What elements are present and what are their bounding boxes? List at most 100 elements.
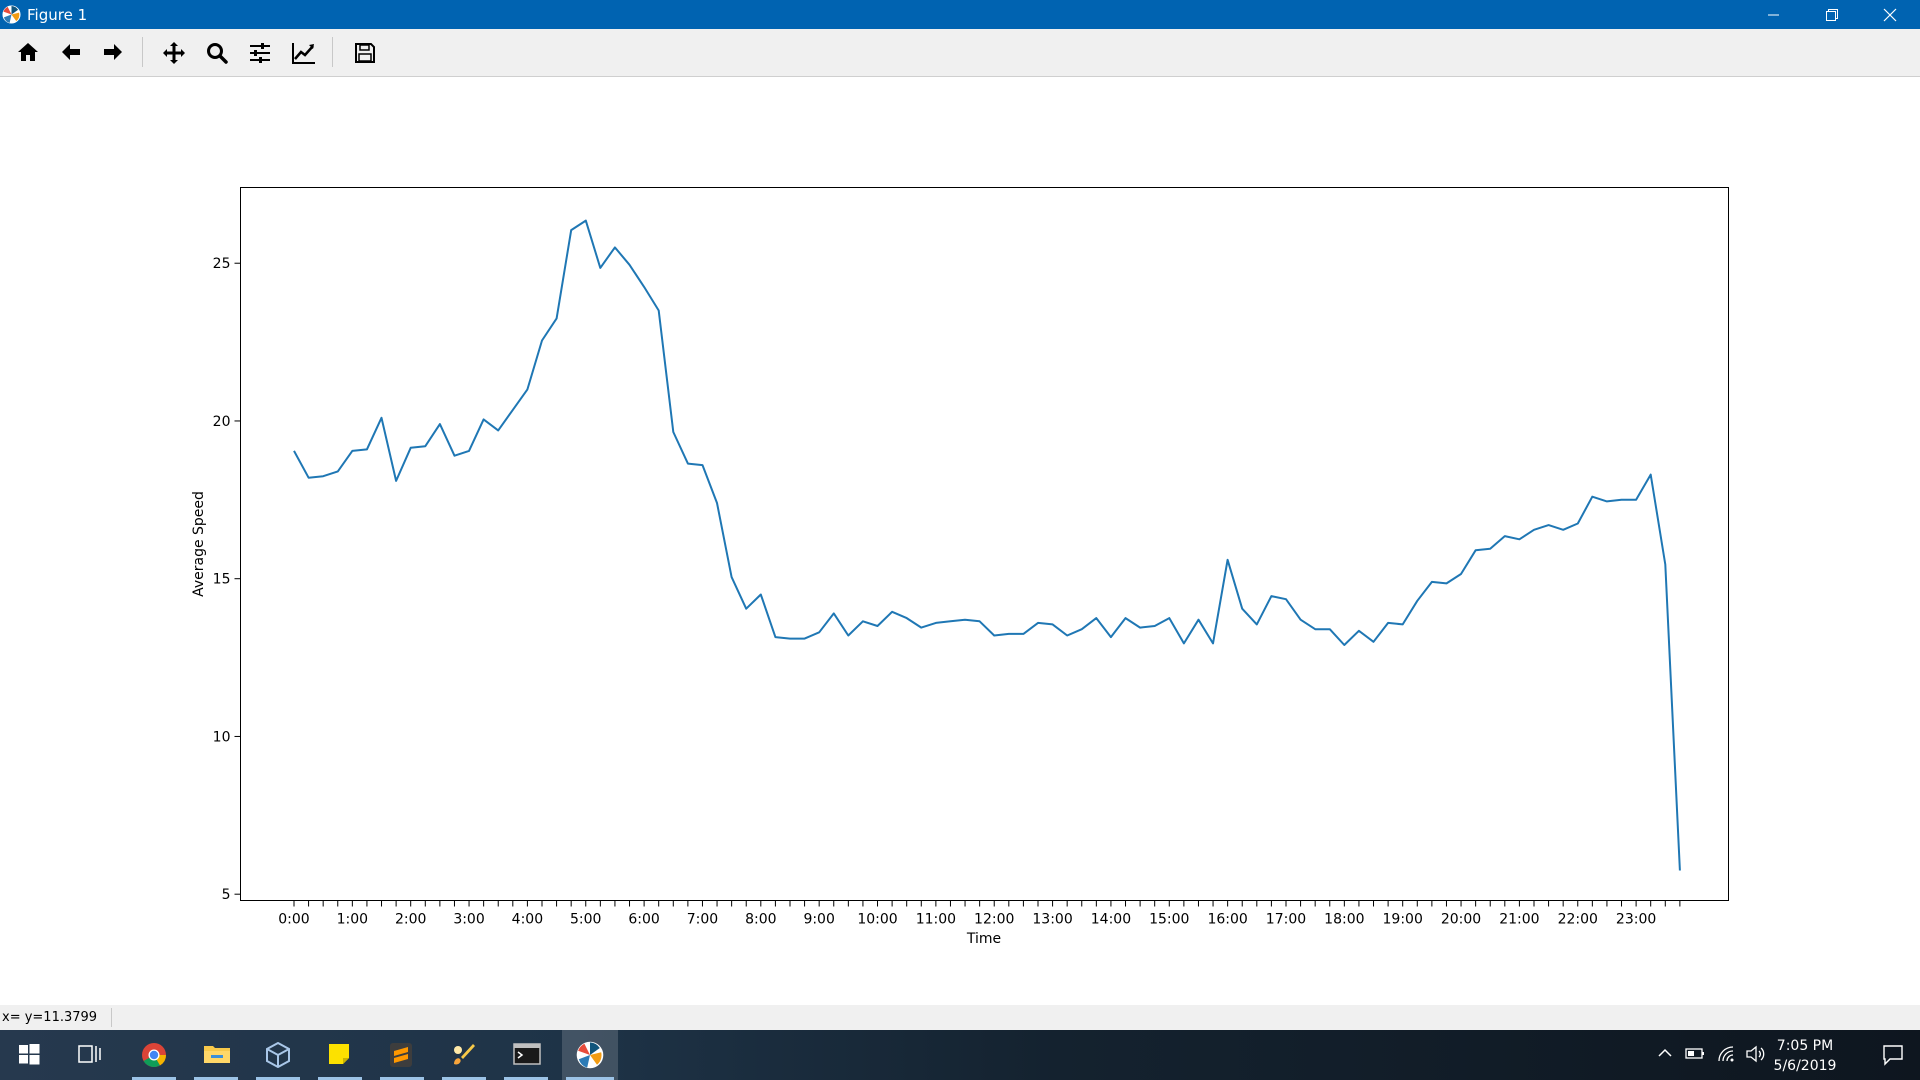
edit-axis-icon xyxy=(292,43,315,64)
x-tick-label: 12:00 xyxy=(974,912,1014,928)
x-tick-label: 18:00 xyxy=(1324,912,1364,928)
taskbar-terminal[interactable] xyxy=(500,1030,552,1080)
running-indicator xyxy=(566,1077,614,1080)
battery-icon[interactable] xyxy=(1685,1045,1705,1061)
x-tick-label: 1:00 xyxy=(337,912,368,928)
running-indicator xyxy=(504,1077,548,1080)
x-tick-label: 21:00 xyxy=(1499,912,1539,928)
back-arrow-icon xyxy=(62,44,80,60)
taskbar-file-explorer[interactable] xyxy=(190,1030,242,1080)
cursor-coordinates: x= y=11.3799 xyxy=(2,1010,98,1025)
x-tick-label: 20:00 xyxy=(1441,912,1481,928)
task-view-button[interactable] xyxy=(64,1030,116,1080)
x-tick-label: 8:00 xyxy=(745,912,776,928)
plot-frame xyxy=(240,187,1729,901)
running-indicator xyxy=(132,1077,176,1080)
minimize-button[interactable] xyxy=(1745,0,1803,29)
action-center-icon[interactable] xyxy=(1882,1044,1904,1066)
zoom-button[interactable] xyxy=(199,37,233,67)
running-indicator xyxy=(194,1077,238,1080)
x-tick-label: 23:00 xyxy=(1616,912,1656,928)
save-button[interactable] xyxy=(347,37,381,67)
close-button[interactable] xyxy=(1861,0,1919,29)
running-indicator xyxy=(442,1077,486,1080)
task-view-icon xyxy=(78,1045,101,1063)
x-tick-label: 3:00 xyxy=(453,912,484,928)
taskbar-paint[interactable] xyxy=(438,1030,490,1080)
x-tick-label: 22:00 xyxy=(1558,912,1598,928)
windows-taskbar: 7:05 PM 5/6/2019 xyxy=(0,1030,1920,1080)
paint-icon xyxy=(454,1044,475,1065)
pan-button[interactable] xyxy=(156,37,190,67)
back-button[interactable] xyxy=(53,37,87,67)
restore-button[interactable] xyxy=(1803,0,1861,29)
window-titlebar: Figure 1 xyxy=(0,0,1920,29)
terminal-icon xyxy=(513,1043,541,1065)
configure-subplots-icon xyxy=(250,43,270,63)
x-tick-label: 17:00 xyxy=(1266,912,1306,928)
x-tick-label: 9:00 xyxy=(803,912,834,928)
configure-subplots-button[interactable] xyxy=(242,37,276,67)
clock-time: 7:05 PM xyxy=(1776,1038,1834,1054)
running-indicator xyxy=(318,1077,362,1080)
figure-canvas[interactable]: 5 10 15 20 25 0:00 1:00 2:00 3:00 4:00 5:00 6:00 7:… xyxy=(0,77,1920,1005)
x-tick-label: 16:00 xyxy=(1207,912,1247,928)
x-tick-label: 6:00 xyxy=(628,912,659,928)
x-tick-label: 4:00 xyxy=(512,912,543,928)
x-tick-label: 7:00 xyxy=(687,912,718,928)
forward-button[interactable] xyxy=(95,37,129,67)
zoom-icon xyxy=(207,43,228,64)
x-tick-label: 19:00 xyxy=(1383,912,1423,928)
status-divider xyxy=(111,1008,112,1027)
x-tick-label: 15:00 xyxy=(1149,912,1189,928)
figure-toolbar xyxy=(0,29,1920,77)
line-chart: 5 10 15 20 25 0:00 1:00 2:00 3:00 4:00 5:00 6:00 7:… xyxy=(191,187,1729,947)
running-indicator xyxy=(380,1077,424,1080)
taskbar-sublime-text[interactable] xyxy=(376,1030,428,1080)
taskbar-chrome[interactable] xyxy=(128,1030,180,1080)
chrome-icon xyxy=(142,1043,166,1068)
virtualbox-icon xyxy=(266,1042,290,1068)
clock-date: 5/6/2019 xyxy=(1773,1058,1837,1074)
y-tick-label: 15 xyxy=(213,572,231,588)
file-explorer-icon xyxy=(204,1046,230,1063)
toolbar-separator xyxy=(332,37,333,67)
save-icon xyxy=(355,43,375,63)
home-icon xyxy=(18,43,38,61)
y-tick-label: 20 xyxy=(213,414,231,430)
minimize-icon xyxy=(1768,14,1779,16)
x-tick-label: 5:00 xyxy=(570,912,601,928)
y-tick-label: 5 xyxy=(222,887,231,903)
running-indicator xyxy=(256,1077,300,1080)
system-clock[interactable]: 7:05 PM 5/6/2019 xyxy=(1760,1036,1850,1076)
y-tick-label: 10 xyxy=(213,729,231,745)
series-line xyxy=(293,219,1681,871)
x-tick-label: 13:00 xyxy=(1032,912,1072,928)
status-bar: x= y=11.3799 xyxy=(0,1005,1920,1030)
taskbar-sticky-notes[interactable] xyxy=(314,1030,366,1080)
taskbar-matplotlib-figure[interactable] xyxy=(562,1030,618,1080)
restore-icon xyxy=(1826,9,1838,21)
toolbar-separator xyxy=(142,37,143,67)
y-axis-label: Average Speed xyxy=(191,491,207,597)
windows-start-icon xyxy=(19,1044,40,1065)
window-title: Figure 1 xyxy=(27,6,88,24)
close-icon xyxy=(1883,8,1897,22)
start-button[interactable] xyxy=(4,1030,56,1080)
pan-icon xyxy=(163,42,185,64)
x-tick-label: 2:00 xyxy=(395,912,426,928)
forward-arrow-icon xyxy=(104,44,122,60)
x-axis-label: Time xyxy=(966,931,1001,947)
x-tick-label: 0:00 xyxy=(278,912,309,928)
edit-axis-button[interactable] xyxy=(285,37,319,67)
x-tick-label: 11:00 xyxy=(916,912,956,928)
volume-icon[interactable] xyxy=(1745,1045,1765,1063)
home-button[interactable] xyxy=(10,37,44,67)
show-hidden-icons-icon[interactable] xyxy=(1657,1045,1673,1061)
wifi-icon[interactable] xyxy=(1717,1045,1735,1063)
taskbar-virtualbox[interactable] xyxy=(252,1030,304,1080)
y-tick-label: 25 xyxy=(213,256,231,272)
matplotlib-icon xyxy=(576,1041,604,1069)
matplotlib-icon xyxy=(2,5,21,24)
sublime-text-icon xyxy=(390,1043,412,1067)
